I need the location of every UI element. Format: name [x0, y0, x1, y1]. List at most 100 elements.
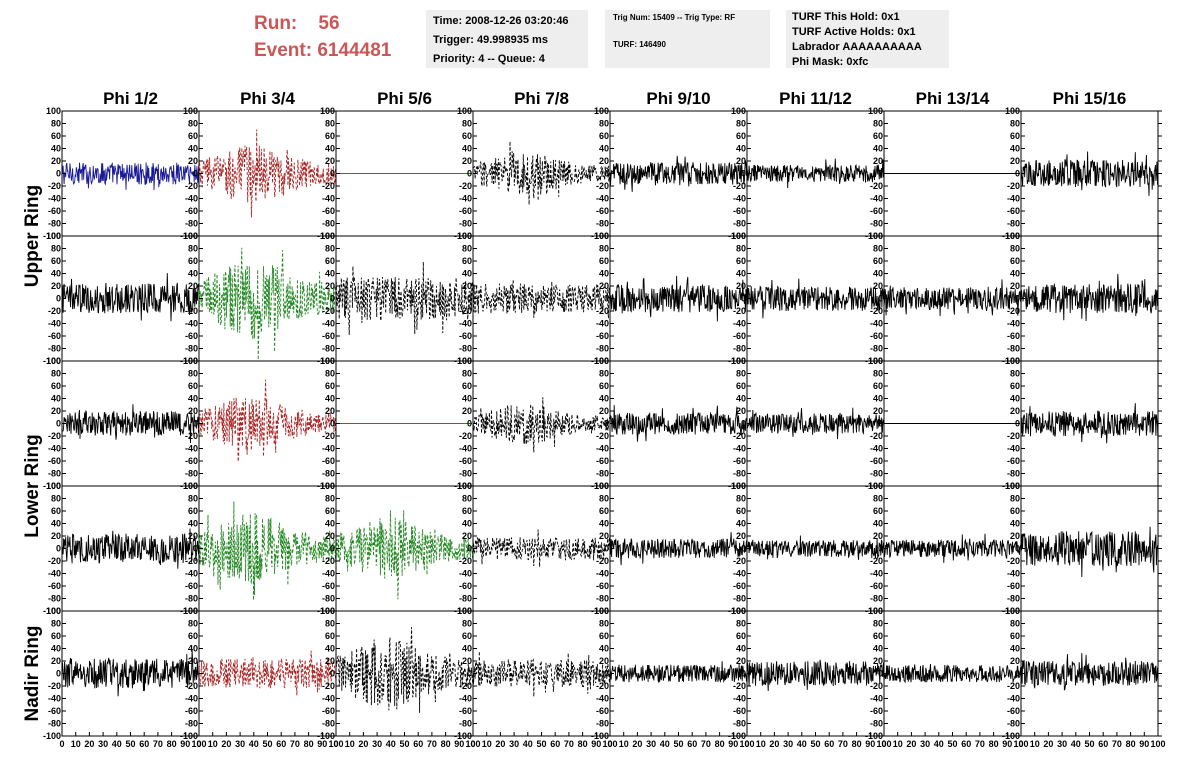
x-tick-label: 70 [290, 739, 300, 749]
panel-r4-c7 [883, 485, 1022, 612]
y-tick-label: -40 [48, 319, 61, 329]
trace-line [746, 278, 885, 319]
y-tick-label: -80 [596, 344, 609, 354]
trace-line [198, 501, 337, 601]
y-tick-label: 100 [1005, 606, 1020, 616]
y-tick-label: -20 [596, 181, 609, 191]
y-tick-label: 100 [731, 481, 746, 491]
panel-r2-c5 [609, 235, 748, 362]
y-tick-label: -60 [322, 331, 335, 341]
y-tick-label: 40 [462, 644, 472, 654]
y-tick-label: -100 [454, 731, 472, 741]
panel-r1-c4 [472, 110, 611, 237]
turf-text: TURF: 146490 [613, 40, 666, 49]
y-tick-label: -40 [48, 194, 61, 204]
y-tick-label: 40 [188, 269, 198, 279]
y-tick-label: 60 [51, 506, 61, 516]
x-tick-label: 80 [989, 739, 999, 749]
x-tick-label: 30 [1057, 739, 1067, 749]
y-tick-label: -20 [870, 556, 883, 566]
y-tick-label: -20 [596, 556, 609, 566]
y-tick-label: -40 [1007, 694, 1020, 704]
trace-line [746, 535, 885, 560]
x-tick-label: 50 [673, 739, 683, 749]
column-title-8: Phi 15/16 [1053, 89, 1127, 108]
y-tick-label: 40 [873, 519, 883, 529]
y-tick-label: -40 [322, 569, 335, 579]
y-tick-label: -60 [322, 456, 335, 466]
x-tick-label: 10 [756, 739, 766, 749]
y-tick-label: 100 [320, 231, 335, 241]
y-tick-label: 80 [462, 119, 472, 129]
y-tick-label: -40 [459, 319, 472, 329]
y-tick-label: -100 [43, 231, 61, 241]
trace-line [1020, 273, 1159, 322]
y-tick-label: 40 [51, 394, 61, 404]
y-tick-label: 40 [51, 269, 61, 279]
column-title-6: Phi 11/12 [779, 89, 852, 108]
y-tick-label: 60 [599, 506, 609, 516]
phi-mask-text: Phi Mask: 0xfc [792, 56, 869, 68]
y-tick-label: -20 [733, 431, 746, 441]
y-tick-label: 20 [188, 281, 198, 291]
y-tick-label: -80 [459, 469, 472, 479]
y-tick-label: 100 [868, 606, 883, 616]
y-tick-label: 20 [188, 531, 198, 541]
trace-line [1020, 526, 1159, 578]
trace-line [472, 279, 611, 319]
trace-line [472, 651, 611, 697]
y-tick-label: 60 [736, 256, 746, 266]
y-tick-label: 80 [188, 369, 198, 379]
x-tick-label: 60 [1098, 739, 1108, 749]
y-tick-label: 60 [325, 381, 335, 391]
y-tick-label: -20 [459, 306, 472, 316]
y-tick-label: -60 [48, 331, 61, 341]
y-tick-label: -20 [596, 306, 609, 316]
trace-line [61, 528, 200, 569]
panel-r2-c7 [883, 235, 1022, 362]
y-tick-label: 60 [736, 631, 746, 641]
panel-r1-c2 [198, 110, 337, 237]
y-tick-label: 80 [736, 494, 746, 504]
y-tick-label: 80 [1010, 244, 1020, 254]
y-tick-label: 100 [320, 356, 335, 366]
y-tick-label: 80 [599, 619, 609, 629]
y-tick-label: -80 [185, 344, 198, 354]
y-tick-label: 80 [736, 369, 746, 379]
y-tick-label: 100 [183, 231, 198, 241]
y-tick-label: 20 [325, 281, 335, 291]
x-tick-label: 20 [221, 739, 231, 749]
y-tick-label: -20 [733, 681, 746, 691]
turf-active-text: TURF Active Holds: 0x1 [792, 26, 916, 38]
y-tick-label: 60 [1010, 506, 1020, 516]
y-tick-label: -80 [322, 719, 335, 729]
y-tick-label: -80 [322, 219, 335, 229]
y-tick-label: 60 [188, 131, 198, 141]
y-tick-label: -40 [733, 444, 746, 454]
panel-r4-c6 [746, 485, 885, 612]
y-tick-label: -80 [870, 719, 883, 729]
y-tick-label: 0 [56, 544, 61, 554]
y-tick-label: 0 [1015, 419, 1020, 429]
trace-line [61, 650, 200, 697]
y-tick-label: -100 [728, 231, 746, 241]
y-tick-label: -80 [733, 219, 746, 229]
y-tick-label: -40 [322, 319, 335, 329]
y-tick-label: 100 [594, 106, 609, 116]
y-tick-label: -40 [870, 194, 883, 204]
x-tick-label: 0 [744, 739, 749, 749]
y-tick-label: 40 [1010, 519, 1020, 529]
y-tick-label: -100 [317, 356, 335, 366]
panel-r3-c6 [746, 360, 885, 487]
y-tick-label: -60 [322, 581, 335, 591]
x-tick-label: 40 [386, 739, 396, 749]
y-tick-label: -80 [870, 219, 883, 229]
y-tick-label: -20 [48, 431, 61, 441]
y-tick-label: -100 [43, 606, 61, 616]
panel-r4-c5 [609, 485, 748, 612]
turf-info-box: TURF This Hold: 0x1 TURF Active Holds: 0… [786, 10, 949, 68]
y-tick-label: -20 [733, 556, 746, 566]
y-tick-label: 100 [731, 606, 746, 616]
y-tick-label: 100 [594, 231, 609, 241]
y-tick-label: 80 [462, 619, 472, 629]
